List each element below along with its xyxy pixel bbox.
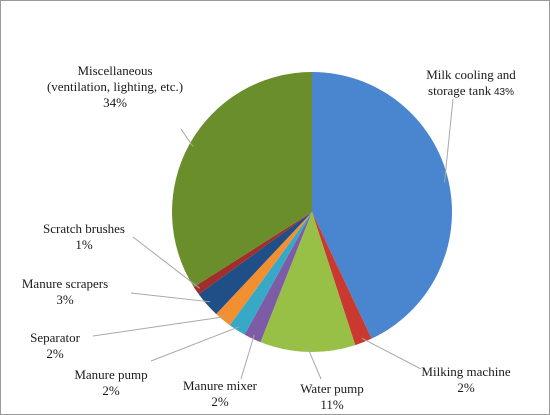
pie-slice <box>229 212 312 335</box>
slice-label: Milking machine 2% <box>421 364 510 395</box>
leader-line <box>150 326 240 362</box>
pie-slice <box>312 72 453 339</box>
slice-label: Manure mixer 2% <box>183 378 258 409</box>
pie-slices <box>171 72 453 353</box>
pie-slice <box>260 212 356 353</box>
slice-percent: 2% <box>102 383 120 398</box>
slice-percent: 34% <box>103 95 127 110</box>
slice-percent: 2% <box>211 394 229 409</box>
leader-line <box>132 236 200 289</box>
pie-slice <box>244 212 312 343</box>
slice-label: Scratch brushes 1% <box>43 221 125 252</box>
leader-line <box>180 128 194 147</box>
slice-percent: 11% <box>320 397 344 412</box>
slice-percent: 2% <box>46 346 64 361</box>
slice-percent: 43% <box>491 87 514 98</box>
slice-label: Water pump 11% <box>300 381 364 412</box>
pie-slice <box>171 72 312 288</box>
slice-labels: Milk cooling and storage tank 43% Milking … <box>22 63 516 412</box>
leader-line <box>307 347 322 380</box>
slice-label: Separator 2% <box>30 330 80 361</box>
slice-percent: 2% <box>457 380 475 395</box>
leader-line <box>92 316 226 337</box>
slice-label: Miscellaneous (ventilation, lighting, etc… <box>47 63 183 110</box>
leader-line <box>444 98 454 183</box>
slice-label: Manure pump 2% <box>74 367 147 398</box>
leader-line <box>240 334 255 380</box>
slice-percent: 3% <box>56 292 74 307</box>
leader-line <box>361 337 422 370</box>
slice-label: Manure scrapers 3% <box>22 276 108 307</box>
pie-slice <box>312 212 372 346</box>
leader-line <box>130 292 211 303</box>
pie-slice <box>193 212 312 295</box>
pie-slice <box>198 212 312 315</box>
slice-percent: 1% <box>75 237 93 252</box>
slice-label: Milk cooling and storage tank 43% <box>426 67 516 98</box>
leader-lines <box>92 98 454 380</box>
pie-slice <box>216 212 312 326</box>
